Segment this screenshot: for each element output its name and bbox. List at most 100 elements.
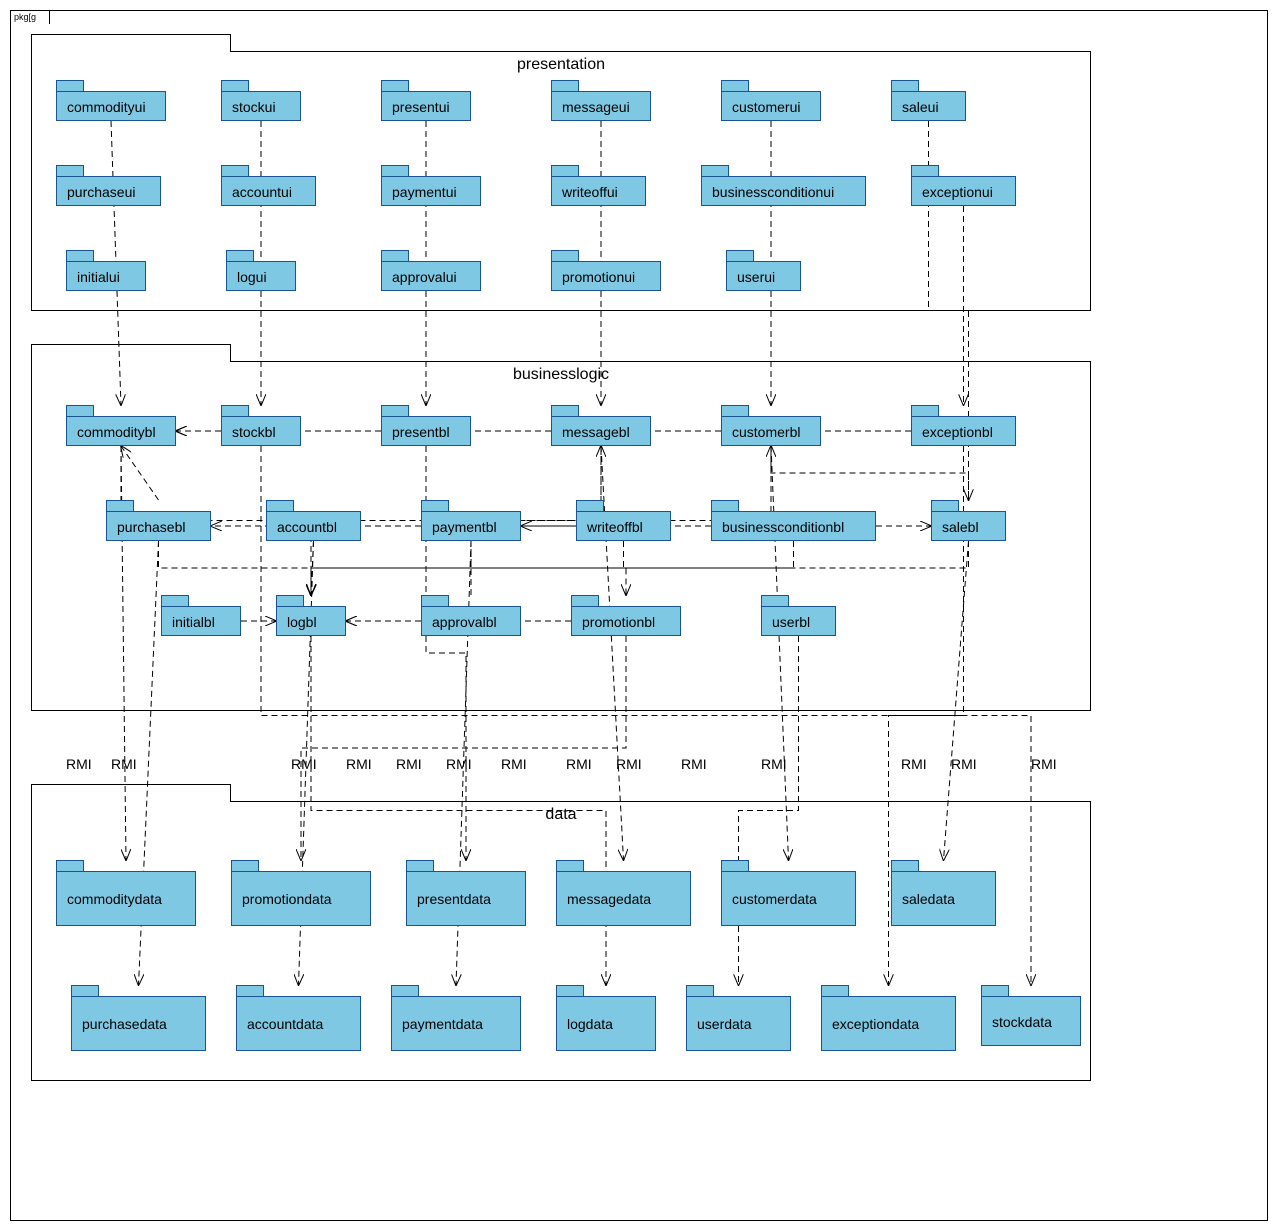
package-exceptionui: exceptionui <box>911 176 1016 206</box>
package-label: messagedata <box>556 871 691 926</box>
package-tab <box>571 595 599 606</box>
package-tab <box>551 250 579 261</box>
rmi-label: RMI <box>396 756 422 772</box>
package-presentdata: presentdata <box>406 871 526 926</box>
package-paymentbl: paymentbl <box>421 511 521 541</box>
package-label: logdata <box>556 996 656 1051</box>
package-promotionbl: promotionbl <box>571 606 681 636</box>
package-tab <box>221 405 249 416</box>
rmi-label: RMI <box>761 756 787 772</box>
package-label: accountui <box>221 176 316 206</box>
package-label: saledata <box>891 871 996 926</box>
package-businessconditionbl: businessconditionbl <box>711 511 876 541</box>
package-label: paymentbl <box>421 511 521 541</box>
package-label: accountdata <box>236 996 361 1051</box>
package-tab <box>556 985 584 996</box>
layer-tab <box>31 34 231 52</box>
package-label: salebl <box>931 511 1006 541</box>
package-label: accountbl <box>266 511 361 541</box>
package-tab <box>421 595 449 606</box>
package-stockui: stockui <box>221 91 301 121</box>
package-label: paymentdata <box>391 996 521 1051</box>
package-userui: userui <box>726 261 801 291</box>
package-label: exceptionui <box>911 176 1016 206</box>
package-label: commoditydata <box>56 871 196 926</box>
package-tab <box>161 595 189 606</box>
package-presentui: presentui <box>381 91 471 121</box>
layer-tab <box>31 344 231 362</box>
layer-title: data <box>32 802 1090 828</box>
package-accountui: accountui <box>221 176 316 206</box>
package-logui: logui <box>226 261 296 291</box>
package-tab <box>66 405 94 416</box>
package-tab <box>911 405 939 416</box>
package-tab <box>721 405 749 416</box>
package-writeoffbl: writeoffbl <box>576 511 671 541</box>
rmi-label: RMI <box>111 756 137 772</box>
package-label: exceptiondata <box>821 996 956 1051</box>
package-tab <box>721 80 749 91</box>
package-paymentui: paymentui <box>381 176 481 206</box>
package-promotionui: promotionui <box>551 261 661 291</box>
package-tab <box>106 500 134 511</box>
package-label: messagebl <box>551 416 651 446</box>
package-label: customerui <box>721 91 821 121</box>
package-saledata: saledata <box>891 871 996 926</box>
rmi-label: RMI <box>681 756 707 772</box>
package-tab <box>911 165 939 176</box>
package-messagebl: messagebl <box>551 416 651 446</box>
package-tab <box>891 860 919 871</box>
package-exceptiondata: exceptiondata <box>821 996 956 1051</box>
package-label: userdata <box>686 996 791 1051</box>
package-paymentdata: paymentdata <box>391 996 521 1051</box>
package-customerdata: customerdata <box>721 871 856 926</box>
package-commodityui: commodityui <box>56 91 166 121</box>
package-promotiondata: promotiondata <box>231 871 371 926</box>
package-writeoffui: writeoffui <box>551 176 646 206</box>
package-commoditybl: commoditybl <box>66 416 176 446</box>
package-label: writeoffui <box>551 176 646 206</box>
package-tab <box>56 165 84 176</box>
package-tab <box>391 985 419 996</box>
rmi-label: RMI <box>901 756 927 772</box>
package-label: customerbl <box>721 416 821 446</box>
package-tab <box>276 595 304 606</box>
package-label: initialbl <box>161 606 241 636</box>
package-tab <box>66 250 94 261</box>
package-businessconditionui: businessconditionui <box>701 176 866 206</box>
package-tab <box>71 985 99 996</box>
package-tab <box>981 985 1009 996</box>
package-tab <box>221 80 249 91</box>
package-label: writeoffbl <box>576 511 671 541</box>
package-label: purchasebl <box>106 511 211 541</box>
package-tab <box>761 595 789 606</box>
package-approvalui: approvalui <box>381 261 481 291</box>
package-stockbl: stockbl <box>221 416 301 446</box>
outer-tab: pkg[g <box>10 10 50 24</box>
package-label: stockdata <box>981 996 1081 1046</box>
package-label: presentdata <box>406 871 526 926</box>
package-label: customerdata <box>721 871 856 926</box>
rmi-label: RMI <box>616 756 642 772</box>
rmi-label: RMI <box>66 756 92 772</box>
rmi-label: RMI <box>566 756 592 772</box>
package-label: promotionbl <box>571 606 681 636</box>
package-logdata: logdata <box>556 996 656 1051</box>
package-label: exceptionbl <box>911 416 1016 446</box>
package-tab <box>231 860 259 871</box>
layer-title: presentation <box>32 52 1090 78</box>
package-tab <box>221 165 249 176</box>
package-label: userui <box>726 261 801 291</box>
package-label: initialui <box>66 261 146 291</box>
package-label: purchaseui <box>56 176 161 206</box>
rmi-label: RMI <box>346 756 372 772</box>
package-label: commodityui <box>56 91 166 121</box>
package-tab <box>551 405 579 416</box>
package-tab <box>381 405 409 416</box>
package-initialbl: initialbl <box>161 606 241 636</box>
package-saleui: saleui <box>891 91 966 121</box>
rmi-label: RMI <box>501 756 527 772</box>
package-exceptionbl: exceptionbl <box>911 416 1016 446</box>
package-accountbl: accountbl <box>266 511 361 541</box>
package-label: messageui <box>551 91 651 121</box>
